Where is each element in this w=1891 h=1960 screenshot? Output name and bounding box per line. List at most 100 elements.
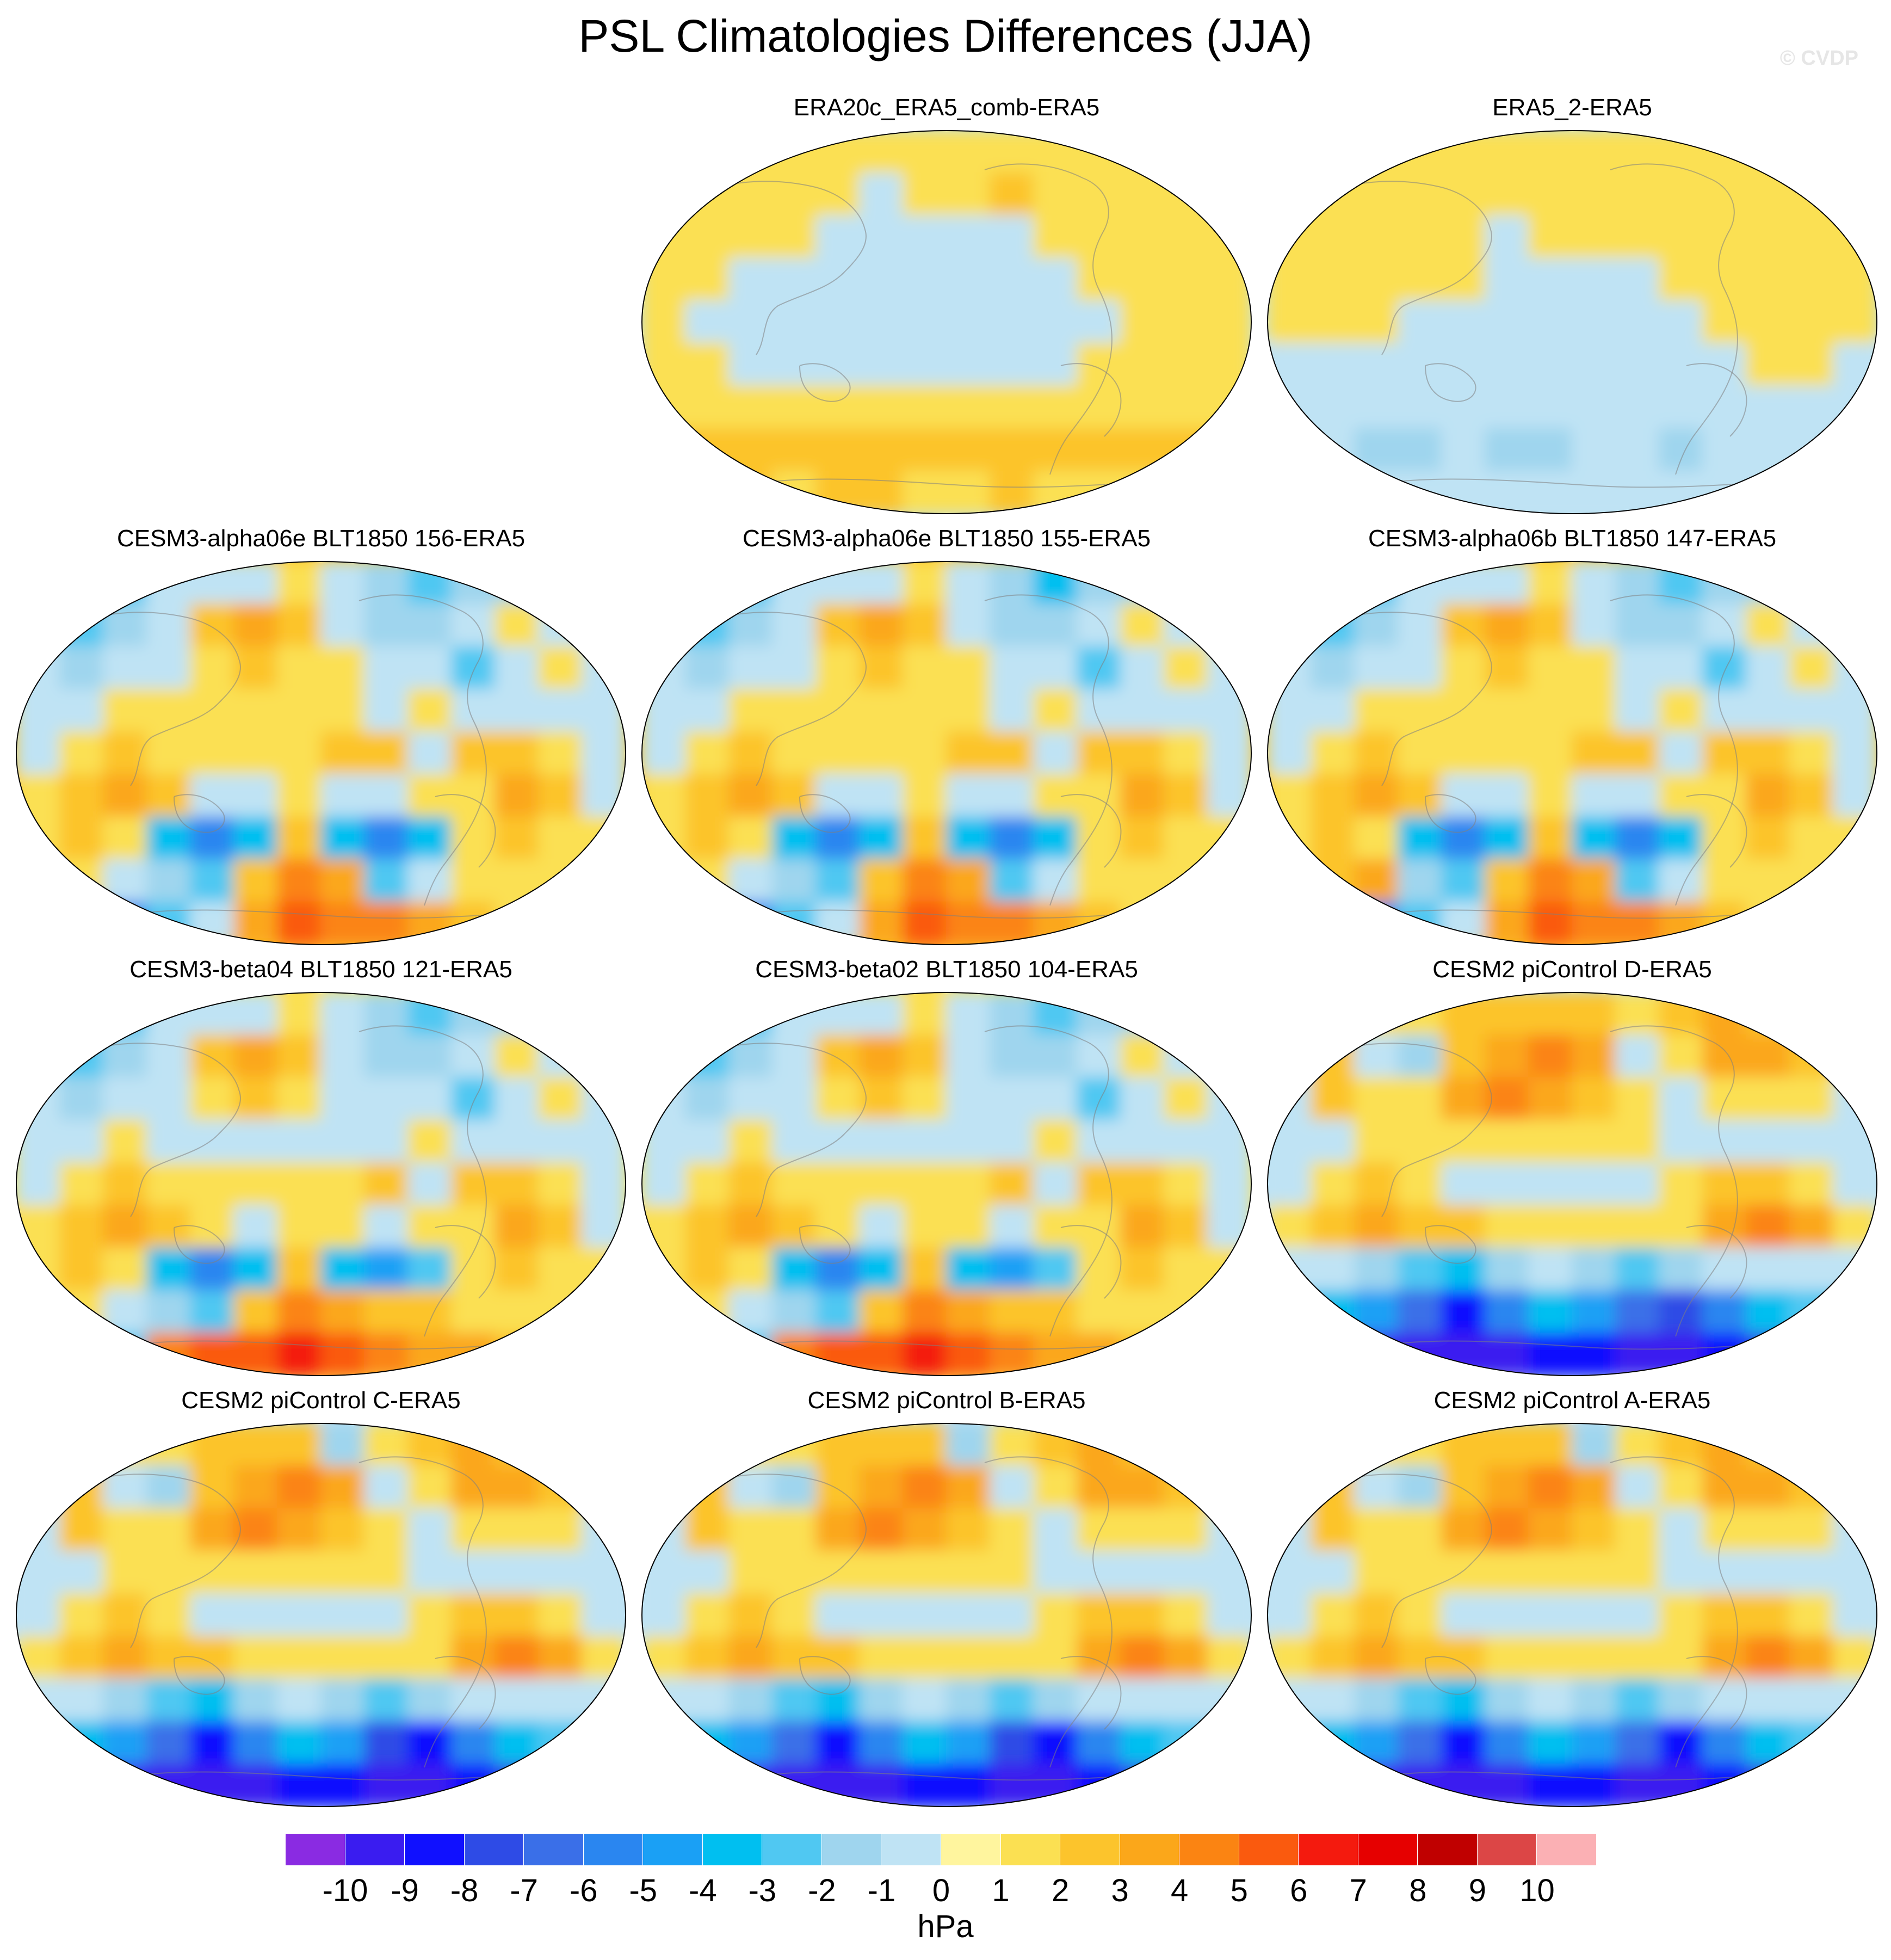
field-cell: [233, 1593, 278, 1637]
field-cell: [1033, 1465, 1078, 1509]
field-cell: [1485, 774, 1529, 818]
field-cell: [1528, 562, 1573, 605]
field-cell: [1077, 1247, 1121, 1291]
field-cell: [1164, 470, 1208, 514]
field-cell: [1033, 1763, 1078, 1807]
field-cell: [946, 603, 991, 648]
field-cell: [1833, 859, 1877, 903]
field-cell: [495, 1077, 539, 1121]
field-cell: [815, 385, 860, 429]
field-cell: [1746, 1034, 1790, 1078]
field-cell: [582, 859, 626, 903]
field-cell: [1398, 562, 1442, 605]
field-cell: [772, 1763, 817, 1807]
field-cell: [1659, 1077, 1703, 1121]
field-cell: [815, 1678, 860, 1722]
map-panel: CESM2 piControl D-ERA5: [1262, 954, 1882, 1384]
colorbar-swatch: [1000, 1834, 1061, 1865]
field-cell: [728, 257, 773, 301]
field-cell: [1702, 300, 1747, 344]
field-cell: [1702, 1721, 1747, 1765]
field-cell: [1746, 816, 1790, 860]
field-cell: [859, 1763, 904, 1807]
field-cell: [772, 1119, 817, 1163]
field-cell: [1746, 215, 1790, 259]
field-cell: [233, 1332, 278, 1376]
field-cell: [1207, 1593, 1251, 1637]
field-cell: [451, 1465, 496, 1509]
field-cell: [277, 731, 322, 775]
field-cell: [190, 731, 234, 775]
field-cell: [1268, 562, 1312, 605]
field-cell: [451, 816, 496, 860]
field-cell: [233, 1247, 278, 1291]
map-border: [16, 1423, 626, 1807]
field-cell: [1398, 1205, 1442, 1249]
field-cell: [1833, 731, 1877, 775]
field-cell: [990, 215, 1034, 259]
field-cells: [1268, 1423, 1877, 1807]
field-cell: [1659, 1162, 1703, 1206]
field-cell: [1833, 1465, 1877, 1509]
field-cell: [1485, 1721, 1529, 1765]
field-cell: [728, 1034, 773, 1078]
field-cell: [990, 1119, 1034, 1163]
field-cell: [1702, 385, 1747, 429]
field-cell: [1485, 385, 1529, 429]
field-cell: [538, 1550, 583, 1594]
field-cell: [1354, 731, 1399, 775]
field-cell: [685, 172, 730, 217]
field-cell: [1268, 215, 1312, 259]
field-cell: [1164, 1763, 1208, 1807]
field-cell: [190, 1247, 234, 1291]
field-cell: [859, 1119, 904, 1163]
field-cell: [1485, 1550, 1529, 1594]
field-cell: [146, 859, 191, 903]
field-cell: [1615, 731, 1660, 775]
field-cell: [277, 1423, 322, 1467]
field-cell: [1398, 1332, 1442, 1376]
field-cell: [815, 1508, 860, 1552]
coastline: [701, 1043, 867, 1217]
field-cell: [859, 1247, 904, 1291]
field-cell: [903, 816, 947, 860]
field-cell: [728, 1465, 773, 1509]
field-cell: [1572, 470, 1616, 514]
field-cell: [1789, 1119, 1834, 1163]
field-cell: [1659, 816, 1703, 860]
field-cell: [990, 859, 1034, 903]
field-cell: [1311, 774, 1355, 818]
field-cell: [320, 1077, 365, 1121]
field-cell: [1398, 816, 1442, 860]
field-cell: [1833, 343, 1877, 387]
field-cell: [364, 646, 409, 690]
field-cell: [1120, 731, 1165, 775]
field-cell: [1120, 859, 1165, 903]
field-cell: [728, 1247, 773, 1291]
field-cell: [1702, 343, 1747, 387]
field-cell: [59, 1205, 104, 1249]
field-cell: [1659, 774, 1703, 818]
field-cell: [495, 646, 539, 690]
field-cell: [903, 1332, 947, 1376]
field-cell: [538, 1465, 583, 1509]
field-cell: [451, 1290, 496, 1334]
coastline: [1425, 794, 1476, 833]
coastline: [76, 612, 241, 786]
field-cell: [1268, 816, 1312, 860]
field-cell: [1615, 1508, 1660, 1552]
field-cell: [407, 1034, 452, 1078]
field-cell: [233, 562, 278, 605]
field-cell: [538, 1034, 583, 1078]
field-cell: [1441, 816, 1486, 860]
field-cell: [1746, 1636, 1790, 1680]
field-cell: [1311, 816, 1355, 860]
field-cell: [1528, 1763, 1573, 1807]
map-border: [641, 992, 1252, 1376]
field-cell: [1033, 1332, 1078, 1376]
field-cells: [642, 562, 1251, 945]
field-cell: [364, 1593, 409, 1637]
field-cell: [320, 1593, 365, 1637]
field-cell: [146, 731, 191, 775]
field-cell: [16, 1678, 60, 1722]
